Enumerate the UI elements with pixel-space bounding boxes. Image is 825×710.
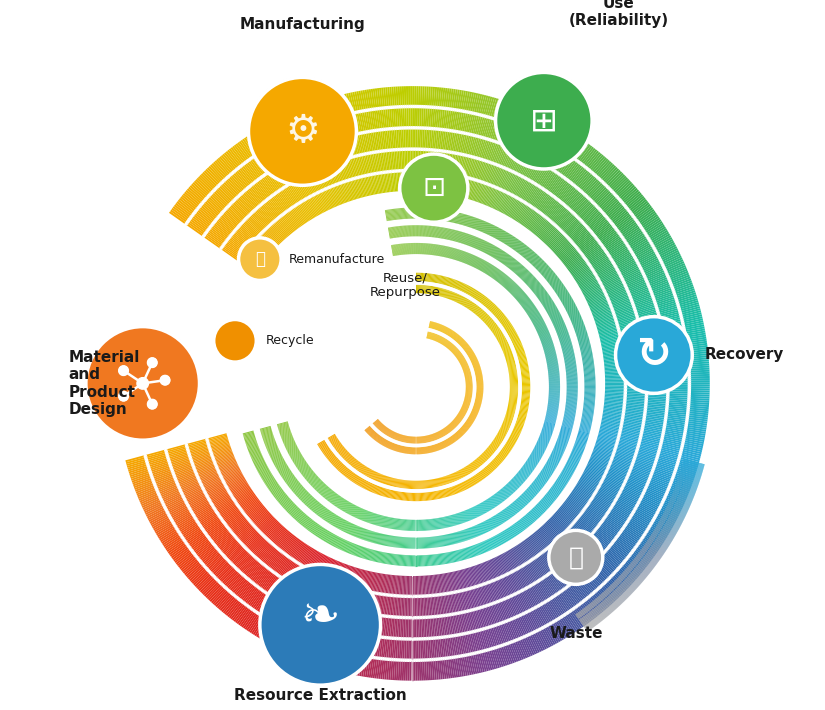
Text: Recycle: Recycle [266, 334, 314, 347]
Circle shape [148, 400, 157, 409]
Text: ❧: ❧ [300, 595, 340, 640]
Circle shape [137, 378, 148, 389]
Text: ⚙: ⚙ [285, 112, 320, 151]
Circle shape [615, 317, 692, 393]
Text: Manufacturing: Manufacturing [239, 17, 365, 32]
Text: Use
(Reliability): Use (Reliability) [568, 0, 668, 28]
Circle shape [400, 154, 468, 222]
Text: Waste: Waste [549, 626, 602, 641]
Circle shape [148, 358, 157, 367]
Text: Remanufacture: Remanufacture [288, 253, 384, 266]
Circle shape [214, 320, 257, 362]
Text: Reuse/
Repurpose: Reuse/ Repurpose [370, 271, 441, 299]
Text: Resource Extraction: Resource Extraction [233, 688, 407, 703]
Circle shape [260, 564, 380, 685]
Circle shape [248, 77, 356, 185]
Circle shape [161, 376, 170, 385]
Circle shape [549, 530, 603, 584]
Circle shape [496, 72, 592, 169]
Text: Material
and
Product
Design: Material and Product Design [68, 350, 139, 417]
Circle shape [119, 366, 128, 375]
Circle shape [238, 238, 281, 280]
Text: ⌸: ⌸ [568, 545, 583, 569]
Text: ↻: ↻ [636, 334, 672, 376]
Text: 🔧: 🔧 [255, 250, 265, 268]
Text: ⊞: ⊞ [530, 104, 558, 137]
Circle shape [86, 327, 200, 440]
Text: ♻: ♻ [228, 332, 243, 350]
Circle shape [119, 392, 128, 400]
Text: ⊡: ⊡ [422, 174, 446, 202]
Text: Recovery: Recovery [705, 347, 785, 363]
